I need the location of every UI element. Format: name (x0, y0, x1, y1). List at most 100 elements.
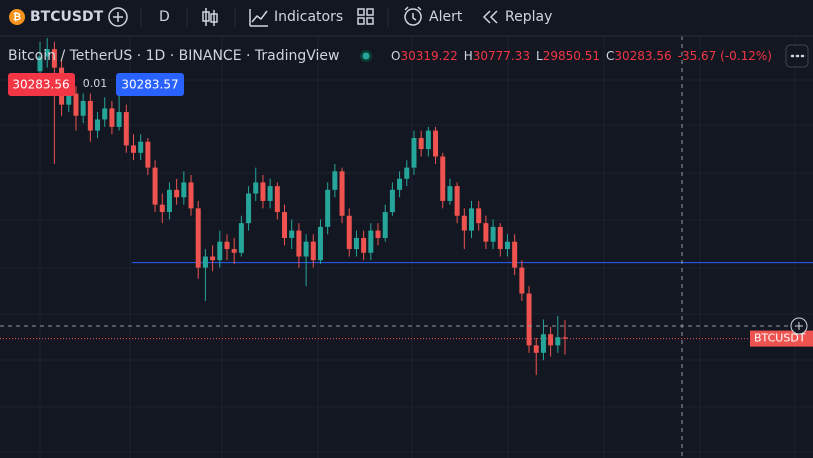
candle-body (95, 119, 101, 131)
candle-body (116, 112, 122, 127)
candle-body (51, 49, 57, 68)
candle-body (66, 93, 72, 105)
ohlc-label: C (606, 49, 614, 63)
status-dot (362, 52, 370, 60)
bid-price: 30283.56 (12, 78, 69, 92)
candle-body (109, 108, 115, 127)
candle-body (325, 189, 331, 227)
candle-body (346, 215, 352, 250)
candle-body (181, 182, 187, 198)
candle-body (404, 167, 410, 179)
alert-button[interactable]: Alert (429, 9, 463, 25)
candle-body (433, 130, 439, 157)
candle-body (353, 237, 359, 250)
candle-body (210, 256, 216, 261)
candle-body (317, 226, 323, 261)
candle-body (411, 137, 417, 168)
candle-body (123, 112, 129, 146)
candle-body (246, 193, 252, 224)
toolbar-bg (0, 0, 813, 36)
candle-body (447, 186, 453, 201)
candle-body (526, 293, 532, 346)
layouts-button[interactable] (357, 8, 374, 25)
indicators-button[interactable]: Indicators (274, 9, 343, 25)
ohlc-values: O30319.22 H30777.33 L29850.51 C30283.56 -35.… (391, 49, 772, 63)
candle-body (202, 256, 208, 268)
candle-body (152, 167, 158, 205)
candle-body (253, 182, 259, 194)
candle-body (454, 186, 460, 216)
candle-body (512, 241, 518, 268)
candle-body (130, 145, 136, 153)
replay-icon (482, 10, 498, 24)
candle-body (332, 171, 338, 190)
candle-body (282, 212, 288, 238)
candle-body (490, 226, 496, 242)
symbol[interactable]: BTCUSDT (30, 9, 104, 25)
candle-body (195, 208, 201, 268)
candle-body (562, 337, 568, 339)
candle-body (368, 230, 374, 253)
candle-body (44, 49, 50, 57)
sell-box[interactable] (8, 73, 75, 96)
candle-body (217, 241, 223, 261)
compare-button[interactable] (108, 7, 128, 27)
candle-body (397, 178, 403, 190)
buy-box[interactable] (116, 73, 184, 96)
ohlc-value: 30777.33 (473, 49, 530, 63)
interval[interactable]: D (159, 9, 170, 25)
candle-body (533, 345, 539, 353)
candle-body (260, 182, 266, 201)
candle-body (274, 186, 280, 213)
candle-body (519, 267, 525, 294)
plus-icon (795, 322, 803, 330)
alert-icon (404, 6, 422, 26)
candle-body (303, 241, 309, 257)
replay-button[interactable]: Replay (505, 9, 552, 25)
last-price-label: BTCUSDT (754, 332, 806, 345)
candle-body (361, 237, 367, 253)
candle-body (188, 182, 194, 209)
spread: 0.01 (83, 77, 108, 90)
candle-body (418, 137, 424, 150)
candle-body (102, 108, 108, 120)
candle-body (166, 189, 172, 213)
ohlc-value: 30283.56 (614, 49, 671, 63)
candle-body (339, 171, 345, 216)
candle-body (375, 230, 381, 238)
candle-body (145, 141, 151, 168)
legend-title: Bitcoin / TetherUS · 1D · BINANCE · Trad… (8, 48, 339, 64)
candle-body (555, 337, 561, 346)
ohlc-label: O (391, 49, 400, 63)
candle-body (310, 241, 316, 261)
candle-body (497, 226, 503, 250)
candle-body (548, 334, 554, 346)
candle-body (296, 230, 302, 257)
candle-body (80, 100, 86, 116)
candle-body (483, 223, 489, 242)
ohlc-value: 30319.22 (400, 49, 457, 63)
candle-body (469, 208, 475, 231)
candle-body (425, 130, 431, 150)
candle-body (73, 93, 79, 116)
candle-body (389, 189, 395, 213)
chart-type-button[interactable] (202, 8, 218, 26)
candle-body (289, 230, 295, 238)
candle-body (231, 249, 237, 253)
ask-price: 30283.57 (121, 78, 178, 92)
ohlc-label: H (464, 49, 473, 63)
btc-icon (9, 9, 25, 25)
candle-body (440, 156, 446, 201)
candle-body (159, 204, 165, 213)
btc-glyph: ₿ (13, 11, 21, 23)
candle-body (238, 223, 244, 253)
candle-body (174, 189, 180, 198)
candle-body (138, 141, 144, 153)
candle-body (87, 100, 93, 131)
candle-body (224, 241, 230, 250)
ohlc-label: L (536, 49, 543, 63)
candle-body (461, 215, 467, 231)
candle-body (382, 212, 388, 238)
